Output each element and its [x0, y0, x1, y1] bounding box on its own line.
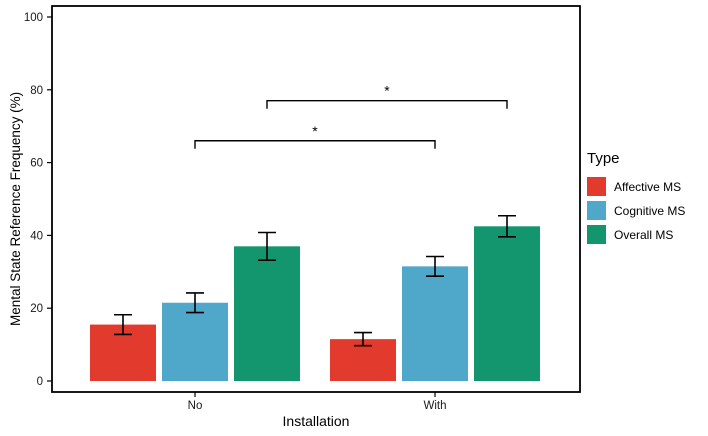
legend-item-overall-ms: Overall MS: [587, 225, 685, 244]
bar-cognitive-ms-with: [402, 266, 468, 381]
legend-swatch: [587, 225, 606, 244]
x-tick-label: No: [188, 400, 203, 412]
significance-star: *: [384, 83, 390, 99]
bar-cognitive-ms-no: [162, 302, 228, 381]
legend-item-affective-ms: Affective MS: [587, 177, 685, 196]
significance-bracket: [266, 100, 508, 109]
y-tick-label: 0: [37, 376, 43, 388]
y-axis-label: Mental State Reference Frequency (%): [8, 91, 23, 326]
legend-swatch: [587, 177, 606, 196]
bar-overall-ms-no: [234, 246, 300, 381]
plot-panel: [51, 5, 581, 393]
legend: Type Affective MS Cognitive MS Overall MS: [587, 150, 685, 249]
legend-item-label: Cognitive MS: [614, 203, 686, 218]
y-tick-label: 40: [30, 230, 43, 242]
legend-items: Affective MS Cognitive MS Overall MS: [587, 177, 685, 244]
significance-star: *: [312, 123, 318, 139]
significance-bracket: [194, 140, 436, 149]
x-axis-label: Installation: [282, 413, 350, 429]
y-tick-label: 60: [30, 158, 43, 170]
legend-item-cognitive-ms: Cognitive MS: [587, 201, 685, 220]
legend-item-label: Overall MS: [614, 227, 674, 242]
y-tick-label: 80: [30, 85, 43, 97]
legend-title: Type: [587, 150, 620, 167]
bar-overall-ms-with: [474, 226, 540, 381]
legend-item-label: Affective MS: [614, 179, 682, 194]
y-tick-label: 100: [24, 12, 43, 24]
legend-swatch: [587, 201, 606, 220]
x-tick-label: With: [424, 400, 447, 412]
y-tick-label: 20: [30, 303, 43, 315]
